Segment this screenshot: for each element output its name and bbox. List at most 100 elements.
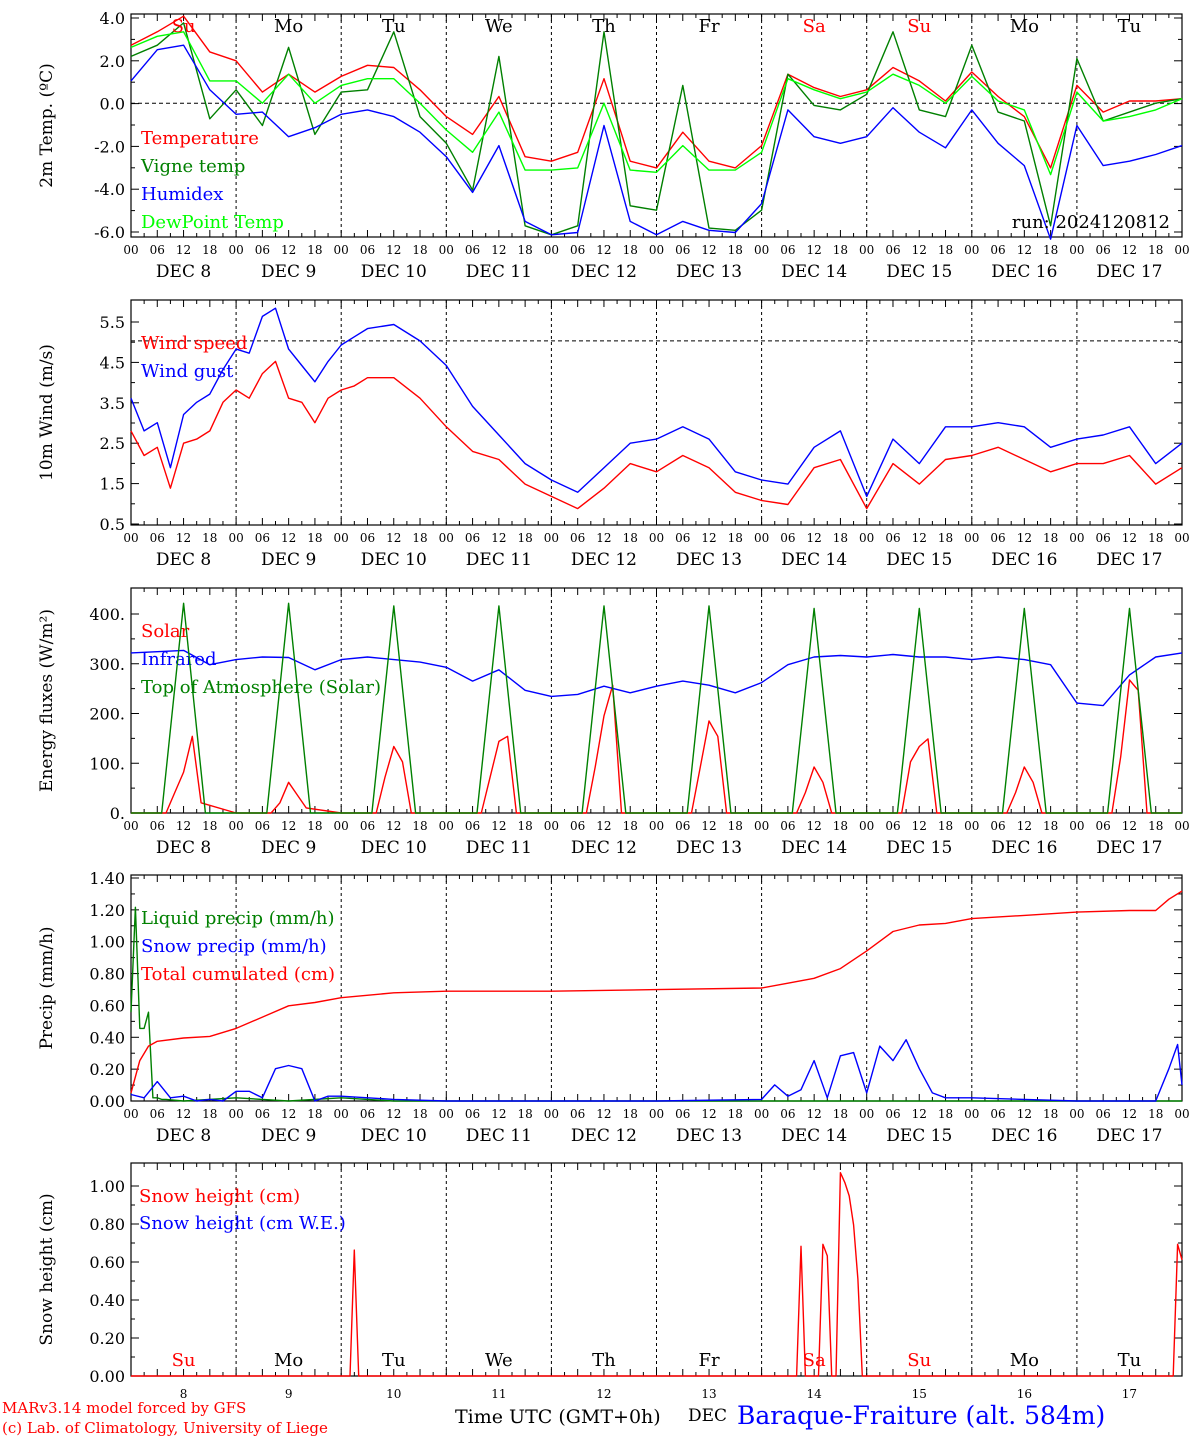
series-line-3 <box>130 44 1183 240</box>
x-hour-label: 00 <box>1174 819 1189 833</box>
y-tick-label: 0.40 <box>89 1028 125 1047</box>
x-hour-label: 00 <box>544 243 559 257</box>
x-hour-label: 06 <box>255 243 270 257</box>
x-hour-label: 12 <box>1122 243 1137 257</box>
x-hour-label: 00 <box>334 819 349 833</box>
x-hour-label: 18 <box>202 819 217 833</box>
y-tick-label: 5.5 <box>100 313 125 332</box>
x-day-label: DEC 14 <box>781 838 847 858</box>
x-hour-label: 06 <box>570 531 585 545</box>
series-line-1 <box>130 360 1183 510</box>
x-axis-title: Time UTC (GMT+0h) <box>455 1406 661 1428</box>
y-axis-label: Snow height (cm) <box>37 1193 57 1345</box>
x-hour-label: 18 <box>938 819 953 833</box>
x-hour-label: 12 <box>281 1107 296 1121</box>
y-tick-label: 3.5 <box>100 394 125 413</box>
x-hour-label: 18 <box>938 243 953 257</box>
day-of-week-label: Su <box>907 16 931 37</box>
panel-frame <box>130 587 1183 814</box>
x-hour-label: 12 <box>176 819 191 833</box>
legend-entry: Infrared <box>141 649 216 670</box>
legend-entry: Top of Atmosphere (Solar) <box>141 677 381 698</box>
y-tick-label: 0.0 <box>100 95 125 114</box>
x-day-label: DEC 13 <box>676 1126 742 1146</box>
y-tick-label: 300. <box>89 655 125 674</box>
x-hour-label: 06 <box>360 819 375 833</box>
x-hour-label: 06 <box>150 819 165 833</box>
x-hour-label: 06 <box>360 243 375 257</box>
x-hour-label: 12 <box>1017 531 1032 545</box>
x-hour-label: 06 <box>1096 819 1111 833</box>
x-day-number: 17 <box>1122 1387 1137 1401</box>
x-hour-label: 06 <box>465 243 480 257</box>
legend-entry: Snow height (cm W.E.) <box>139 1213 346 1234</box>
series-line-4 <box>130 31 1183 176</box>
x-day-label: DEC 14 <box>781 262 847 282</box>
x-day-label: DEC 16 <box>991 838 1057 858</box>
bottom-day-of-week-label: Mo <box>1010 1350 1039 1371</box>
day-of-week-label: Fr <box>699 16 720 37</box>
x-hour-label: 12 <box>491 243 506 257</box>
station-name: Baraque-Fraiture (alt. 584m) <box>737 1401 1106 1430</box>
x-hour-label: 00 <box>1174 243 1189 257</box>
y-tick-label: 2.0 <box>100 52 125 71</box>
x-hour-label: 06 <box>150 243 165 257</box>
y-tick-label: 1.00 <box>89 933 125 952</box>
x-day-label: DEC 15 <box>886 262 952 282</box>
x-hour-label: 12 <box>491 1107 506 1121</box>
x-hour-label: 18 <box>307 1107 322 1121</box>
series-line-2 <box>130 649 1183 707</box>
x-hour-label: 18 <box>412 819 427 833</box>
y-tick-label: 4.0 <box>100 9 125 28</box>
x-hour-label: 18 <box>517 1107 532 1121</box>
y-tick-label: 1.5 <box>100 475 125 494</box>
x-hour-label: 18 <box>307 819 322 833</box>
x-hour-label: 00 <box>649 1107 664 1121</box>
x-hour-label: 18 <box>728 243 743 257</box>
x-hour-label: 06 <box>885 531 900 545</box>
x-hour-label: 00 <box>964 819 979 833</box>
y-tick-label: 0.00 <box>89 1367 125 1386</box>
x-hour-label: 06 <box>1096 243 1111 257</box>
x-hour-label: 00 <box>649 243 664 257</box>
x-hour-label: 00 <box>859 1107 874 1121</box>
y-tick-label: 100. <box>89 754 125 773</box>
x-hour-label: 12 <box>176 1107 191 1121</box>
x-hour-label: 18 <box>833 531 848 545</box>
x-hour-label: 12 <box>807 243 822 257</box>
x-day-label: DEC 11 <box>466 838 532 858</box>
legend-entry: Wind speed <box>141 333 247 354</box>
x-day-label: DEC 12 <box>571 550 637 570</box>
x-hour-label: 06 <box>150 531 165 545</box>
x-hour-label: 18 <box>1148 531 1163 545</box>
bottom-day-of-week-label: Su <box>172 1350 196 1371</box>
x-day-label: DEC 8 <box>156 838 211 858</box>
x-hour-label: 00 <box>123 819 138 833</box>
x-hour-label: 06 <box>675 1107 690 1121</box>
x-day-number: 13 <box>701 1387 716 1401</box>
x-hour-label: 18 <box>833 819 848 833</box>
x-day-label: DEC 13 <box>676 550 742 570</box>
x-hour-label: 12 <box>701 243 716 257</box>
bottom-day-of-week-label: Sa <box>803 1350 826 1371</box>
x-hour-label: 18 <box>833 1107 848 1121</box>
x-hour-label: 00 <box>1069 819 1084 833</box>
x-day-label: DEC 15 <box>886 838 952 858</box>
x-day-label: DEC 9 <box>261 262 316 282</box>
x-day-label: DEC 16 <box>991 550 1057 570</box>
day-of-week-label: Sa <box>803 16 826 37</box>
x-hour-label: 06 <box>570 819 585 833</box>
y-tick-label: 200. <box>89 705 125 724</box>
x-hour-label: 12 <box>491 819 506 833</box>
x-hour-label: 06 <box>990 1107 1005 1121</box>
y-axis-label: Precip (mm/h) <box>37 926 57 1049</box>
day-of-week-label: Mo <box>1010 16 1039 37</box>
x-hour-label: 06 <box>465 531 480 545</box>
x-hour-label: 18 <box>1148 243 1163 257</box>
x-hour-label: 00 <box>123 1107 138 1121</box>
credit-line-2: (c) Lab. of Climatology, University of L… <box>2 1419 328 1437</box>
x-hour-label: 06 <box>570 1107 585 1121</box>
x-day-label: DEC 8 <box>156 550 211 570</box>
y-axis-label: 2m Temp. (ºC) <box>37 63 57 188</box>
